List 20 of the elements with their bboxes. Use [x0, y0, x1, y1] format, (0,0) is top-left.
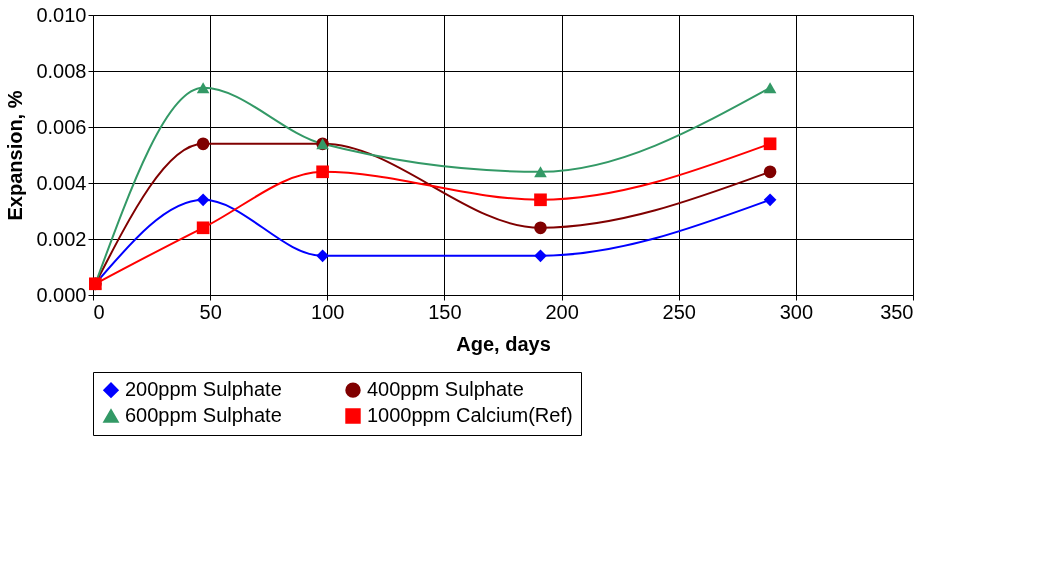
- y-tick-label: 0.000: [36, 283, 87, 306]
- x-tick-label: 50: [199, 300, 222, 323]
- x-tick-label: 350: [880, 300, 914, 323]
- x-tick-label: 300: [779, 300, 814, 323]
- y-tick-label: 0.008: [36, 59, 87, 82]
- x-tick-label: 100: [311, 300, 345, 323]
- x-tick-label: 150: [428, 300, 462, 323]
- y-tick-label: 0.004: [36, 171, 87, 194]
- y-axis-title: Expansion, %: [4, 90, 27, 221]
- y-tick-label: 0.006: [36, 115, 87, 138]
- legend-label: 200ppm Sulphate: [125, 378, 282, 401]
- legend-label: 600ppm Sulphate: [125, 404, 282, 426]
- x-tick-label: 0: [93, 300, 105, 323]
- x-axis-title: Age, days: [456, 332, 551, 355]
- legend-label: 1000ppm Calcium(Ref): [367, 404, 573, 426]
- x-tick-label: 250: [662, 300, 696, 323]
- x-tick-label: 200: [545, 300, 579, 323]
- y-tick-label: 0.002: [36, 227, 87, 250]
- legend-label: 400ppm Sulphate: [367, 378, 524, 401]
- y-tick-label: 0.010: [36, 3, 87, 26]
